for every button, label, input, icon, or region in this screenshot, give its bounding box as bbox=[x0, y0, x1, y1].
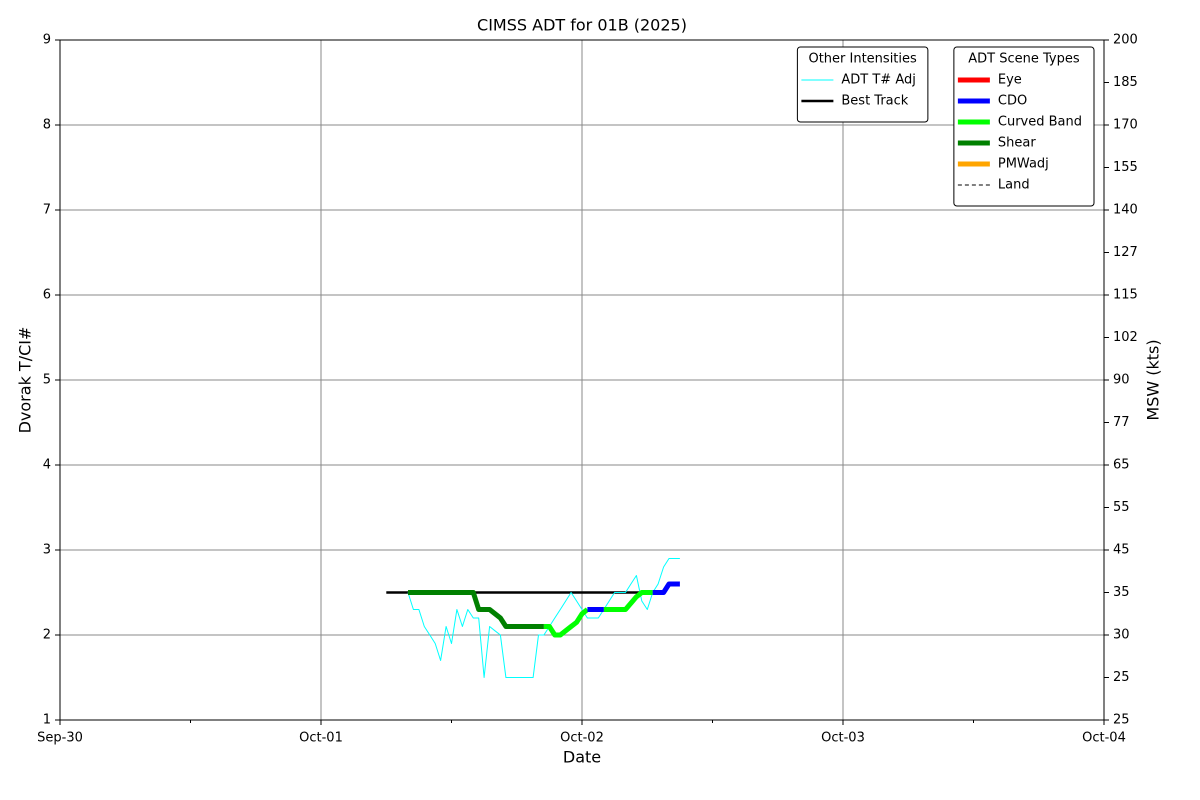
y-tick-label: 4 bbox=[43, 458, 51, 473]
y2-tick-label: 25 bbox=[1113, 670, 1130, 685]
legend-box bbox=[796, 46, 929, 123]
y2-tick-label: 30 bbox=[1113, 628, 1130, 643]
y2-tick-label: 200 bbox=[1113, 33, 1138, 48]
y-tick-label: 2 bbox=[43, 628, 51, 643]
legend-label: CDO bbox=[998, 94, 1027, 109]
y2-tick-label: 35 bbox=[1113, 585, 1130, 600]
y-tick-label: 6 bbox=[43, 288, 51, 303]
legend-label: Eye bbox=[998, 73, 1022, 88]
y2-tick-label: 25 bbox=[1113, 713, 1130, 728]
y-tick-label: 7 bbox=[43, 203, 51, 218]
y-axis-label: Dvorak T/CI# bbox=[16, 327, 35, 434]
x-tick-label: Oct-04 bbox=[1082, 731, 1126, 746]
legend-label: Land bbox=[998, 178, 1030, 193]
series-line bbox=[543, 590, 653, 638]
legend-title: Other Intensities bbox=[808, 52, 917, 67]
y2-tick-label: 90 bbox=[1113, 373, 1130, 388]
y2-tick-label: 55 bbox=[1113, 500, 1130, 515]
series-line bbox=[587, 581, 680, 612]
x-tick-label: Oct-01 bbox=[299, 731, 343, 746]
y2-tick-label: 170 bbox=[1113, 118, 1138, 133]
y-tick-label: 8 bbox=[43, 118, 51, 133]
y2-tick-label: 155 bbox=[1113, 160, 1138, 175]
x-tick-label: Sep-30 bbox=[37, 731, 83, 746]
y-tick-label: 3 bbox=[43, 543, 51, 558]
legend-label: Curved Band bbox=[998, 115, 1082, 130]
y-tick-label: 9 bbox=[43, 33, 51, 48]
x-axis-label: Date bbox=[563, 748, 601, 767]
series-line bbox=[407, 558, 680, 678]
x-tick-label: Oct-03 bbox=[821, 731, 865, 746]
y2-tick-label: 77 bbox=[1113, 415, 1130, 430]
legend-label: ADT T# Adj bbox=[841, 73, 915, 88]
y2-tick-label: 115 bbox=[1113, 288, 1138, 303]
plot-frame bbox=[59, 39, 1105, 721]
y2-tick-label: 65 bbox=[1113, 458, 1130, 473]
legend-label: PMWadj bbox=[998, 157, 1049, 172]
y2-tick-label: 185 bbox=[1113, 75, 1138, 90]
y2-tick-label: 102 bbox=[1113, 330, 1138, 345]
y-tick-label: 5 bbox=[43, 373, 51, 388]
chart-title: CIMSS ADT for 01B (2025) bbox=[477, 16, 687, 35]
legend-label: Best Track bbox=[841, 94, 908, 109]
y-tick-label: 1 bbox=[43, 713, 51, 728]
y2-tick-label: 140 bbox=[1113, 203, 1138, 218]
legend-title: ADT Scene Types bbox=[968, 52, 1080, 67]
y2-tick-label: 127 bbox=[1113, 245, 1138, 260]
x-tick-label: Oct-02 bbox=[560, 731, 604, 746]
y2-axis-label: MSW (kts) bbox=[1144, 339, 1163, 420]
y2-tick-label: 45 bbox=[1113, 543, 1130, 558]
legend-label: Shear bbox=[998, 136, 1036, 151]
series-line bbox=[408, 590, 544, 629]
